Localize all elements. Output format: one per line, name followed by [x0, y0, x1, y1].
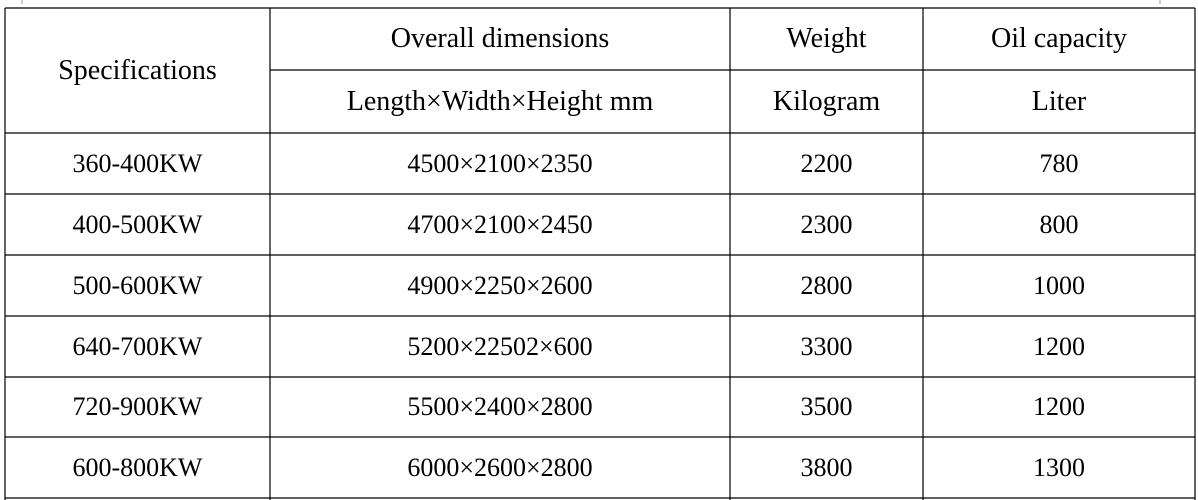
header-cell: Overall dimensions: [390, 23, 610, 54]
data-cell: 1200: [1033, 331, 1085, 361]
header-cell: Oil capacity: [990, 23, 1128, 54]
data-cell: 4500×2100×2350: [407, 148, 593, 178]
data-cell: 3300: [800, 331, 853, 361]
data-cell: 600-800KW: [72, 452, 203, 482]
data-cell: 2200: [800, 148, 853, 178]
header-cell: Specifications: [58, 54, 217, 86]
data-cell: 500-600KW: [72, 270, 203, 300]
data-cell: 5200×22502×600: [407, 331, 593, 361]
data-cell: 800: [1039, 209, 1079, 239]
data-cell: 1200: [1033, 392, 1085, 421]
data-cell: 360-400KW: [72, 148, 203, 178]
header-cell: Weight: [786, 23, 867, 54]
data-cell: 3800: [800, 452, 853, 482]
data-cell: 6000×2600×2800: [407, 452, 593, 482]
unit-cell: Kilogram: [772, 85, 881, 117]
data-cell: 780: [1039, 148, 1079, 178]
data-cell: 3500: [800, 392, 853, 421]
unit-cell: Length×Width×Height mm: [346, 85, 654, 117]
data-cell: 1300: [1033, 452, 1085, 482]
data-cell: 4700×2100×2450: [407, 209, 593, 239]
data-cell: 4900×2250×2600: [407, 270, 593, 300]
data-cell: 400-500KW: [72, 209, 203, 239]
data-cell: 720-900KW: [72, 392, 203, 421]
data-cell: 640-700KW: [72, 331, 203, 361]
data-cell: 5500×2400×2800: [407, 392, 593, 421]
data-cell: 2800: [800, 270, 853, 300]
data-cell: 2300: [800, 209, 853, 239]
data-cell: 1000: [1033, 270, 1085, 300]
unit-cell: Liter: [1031, 85, 1087, 117]
